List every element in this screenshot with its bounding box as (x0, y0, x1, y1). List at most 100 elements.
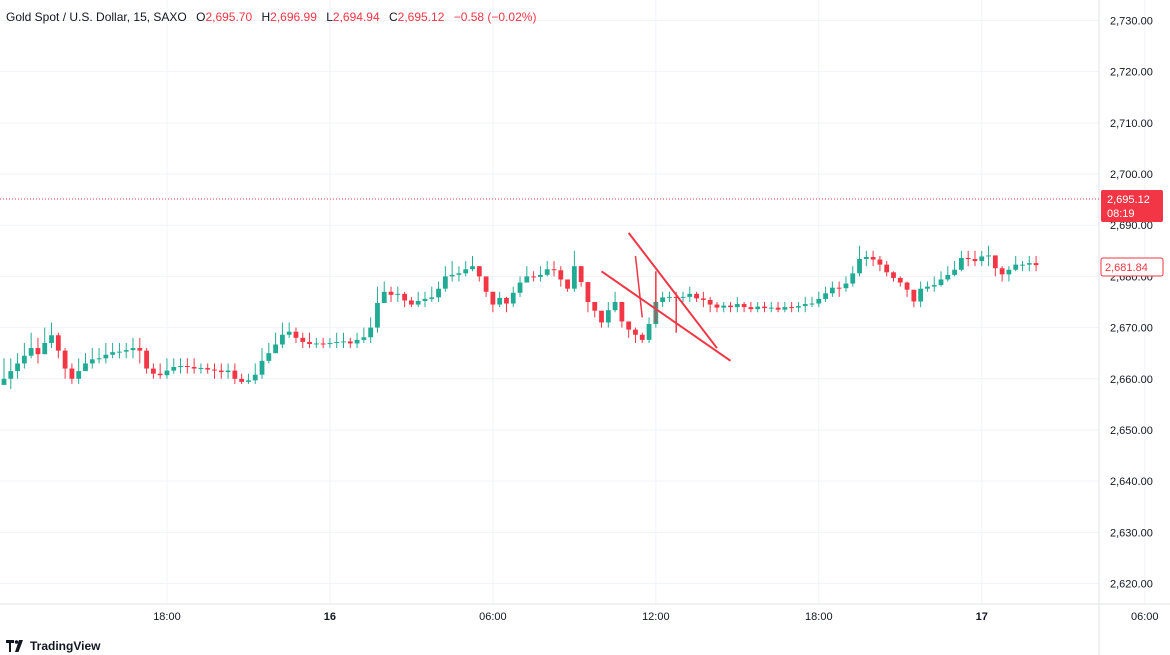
candle (252, 363, 258, 384)
candle (884, 261, 890, 277)
candle (361, 327, 367, 343)
time-tick-label: 06:00 (479, 611, 507, 623)
candle-body (246, 380, 251, 382)
candle (218, 363, 224, 379)
candle-body (884, 264, 890, 273)
candle (375, 286, 380, 333)
candle-body (504, 297, 509, 304)
candle-body (721, 305, 727, 308)
close-value: 2,695.12 (397, 10, 445, 24)
candle-body (164, 370, 170, 376)
candle-body (225, 370, 231, 373)
candle (449, 261, 455, 282)
price-tick-label: 2,650.00 (1110, 425, 1153, 437)
price-tick-label: 2,640.00 (1110, 476, 1153, 488)
candle-body (205, 368, 211, 370)
candles (1, 245, 1039, 390)
price-tick-label: 2,660.00 (1110, 374, 1153, 386)
candle-body (578, 266, 584, 283)
candle (1, 358, 7, 385)
candle (680, 291, 686, 302)
candle-body (463, 269, 469, 274)
candle (870, 250, 876, 267)
candle (83, 353, 88, 372)
symbol-title[interactable]: Gold Spot / U.S. Dollar, 15, SAXO (6, 10, 187, 24)
candle (395, 286, 401, 302)
candle (409, 296, 414, 308)
candle-body (599, 310, 604, 323)
candle (558, 266, 564, 287)
candle-body (117, 351, 122, 353)
candle-body (402, 293, 408, 301)
candle (171, 358, 177, 374)
candle-body (1020, 264, 1025, 266)
candle-body (972, 259, 978, 262)
candle (463, 261, 469, 277)
candle-body (42, 342, 48, 355)
tradingview-logo[interactable]: TradingView (6, 639, 100, 653)
candle-body (28, 348, 34, 356)
candle-body (368, 327, 374, 338)
candle-body (714, 304, 720, 308)
candle (205, 363, 211, 374)
candle-body (354, 339, 360, 344)
candle (592, 302, 598, 318)
time-tick-label: 06:00 (1131, 611, 1159, 623)
candle (904, 281, 910, 297)
candle-body (796, 306, 801, 308)
candle (442, 266, 448, 292)
candle-body (89, 359, 95, 364)
candle-body (748, 307, 754, 310)
candle (585, 282, 591, 313)
candle (551, 261, 557, 277)
candle-body (931, 285, 937, 287)
candle-body (497, 297, 503, 305)
candle-body (490, 291, 496, 305)
candle-body (633, 329, 638, 335)
candle-body (415, 300, 421, 305)
candle-body (409, 300, 414, 305)
price-axis[interactable]: 2,620.00 2,630.00 2,640.00 2,650.00 2,660.00… (1110, 15, 1153, 590)
candle-body (347, 341, 353, 344)
candle-body (83, 363, 88, 372)
candle (843, 276, 849, 292)
candle (517, 276, 523, 297)
candle (633, 327, 638, 343)
candle (436, 281, 441, 302)
candle (307, 332, 312, 349)
candle (246, 373, 251, 384)
candle (945, 266, 951, 282)
candle (164, 358, 170, 379)
time-axis[interactable]: 18:00 16 06:00 12:00 18:00 17 06:00 (153, 611, 1158, 623)
candle-body (979, 256, 985, 262)
candle-body (619, 302, 625, 322)
legend-header: Gold Spot / U.S. Dollar, 15, SAXO O 2,695… (6, 10, 536, 24)
price-tick-label: 2,630.00 (1110, 527, 1153, 539)
candle (938, 271, 944, 287)
time-tick-label: 18:00 (153, 611, 181, 623)
candle (796, 302, 801, 313)
candle-body (626, 321, 632, 330)
candle (191, 358, 197, 374)
candle (768, 302, 774, 313)
candle-body (836, 287, 842, 289)
candle (762, 302, 767, 313)
candle-body (592, 302, 598, 311)
open-label: O (196, 10, 206, 24)
candle (402, 291, 408, 308)
candle-body (429, 297, 435, 299)
candle-body (918, 288, 924, 302)
candle-body (69, 368, 75, 379)
candle (639, 332, 645, 343)
candle (144, 348, 149, 374)
candle-body (646, 324, 652, 340)
candle (925, 281, 930, 292)
candle (571, 250, 577, 292)
price-tick-label: 2,670.00 (1110, 323, 1153, 335)
candle-body (782, 307, 788, 310)
candle (605, 302, 611, 328)
candle-body (958, 257, 964, 270)
tradingview-logo-icon (6, 640, 23, 652)
candle-body (734, 304, 740, 308)
